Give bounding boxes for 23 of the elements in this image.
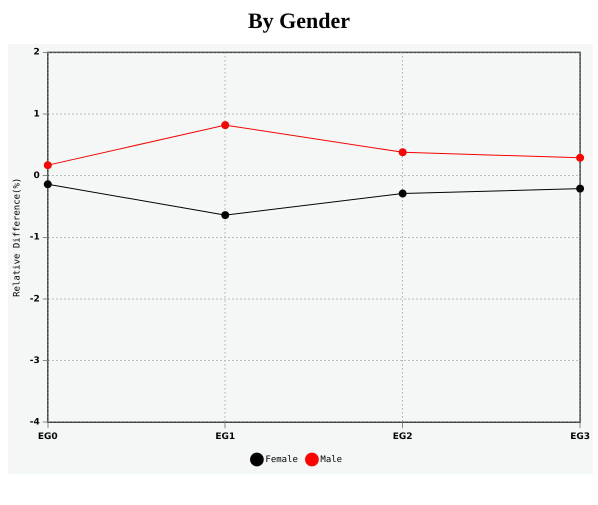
y-tick-label: -3	[30, 356, 40, 366]
point	[221, 211, 230, 220]
point	[44, 180, 52, 188]
point	[221, 121, 230, 130]
point	[398, 190, 407, 198]
x-tick-label: EG1	[215, 432, 236, 442]
y-axis-title: Relative Difference(%)	[12, 178, 23, 297]
y-tick-label: 2	[34, 48, 40, 58]
y-tick-label: -1	[30, 232, 40, 243]
legend-label: Male	[320, 454, 342, 465]
point	[576, 154, 584, 162]
point	[44, 161, 52, 170]
y-tick-label: -2	[30, 294, 40, 304]
y-tick-label: 1	[34, 109, 40, 120]
legend-label: Female	[265, 454, 298, 465]
chart-title: By Gender	[246, 8, 352, 35]
point	[576, 184, 584, 193]
y-tick-label: -4	[30, 418, 40, 428]
x-tick-label: EG3	[570, 432, 590, 442]
x-tick-label: EG2	[392, 432, 413, 442]
y-tick-label: 0	[34, 171, 40, 182]
point	[398, 148, 407, 156]
x-tick-label: EG0	[38, 432, 58, 442]
